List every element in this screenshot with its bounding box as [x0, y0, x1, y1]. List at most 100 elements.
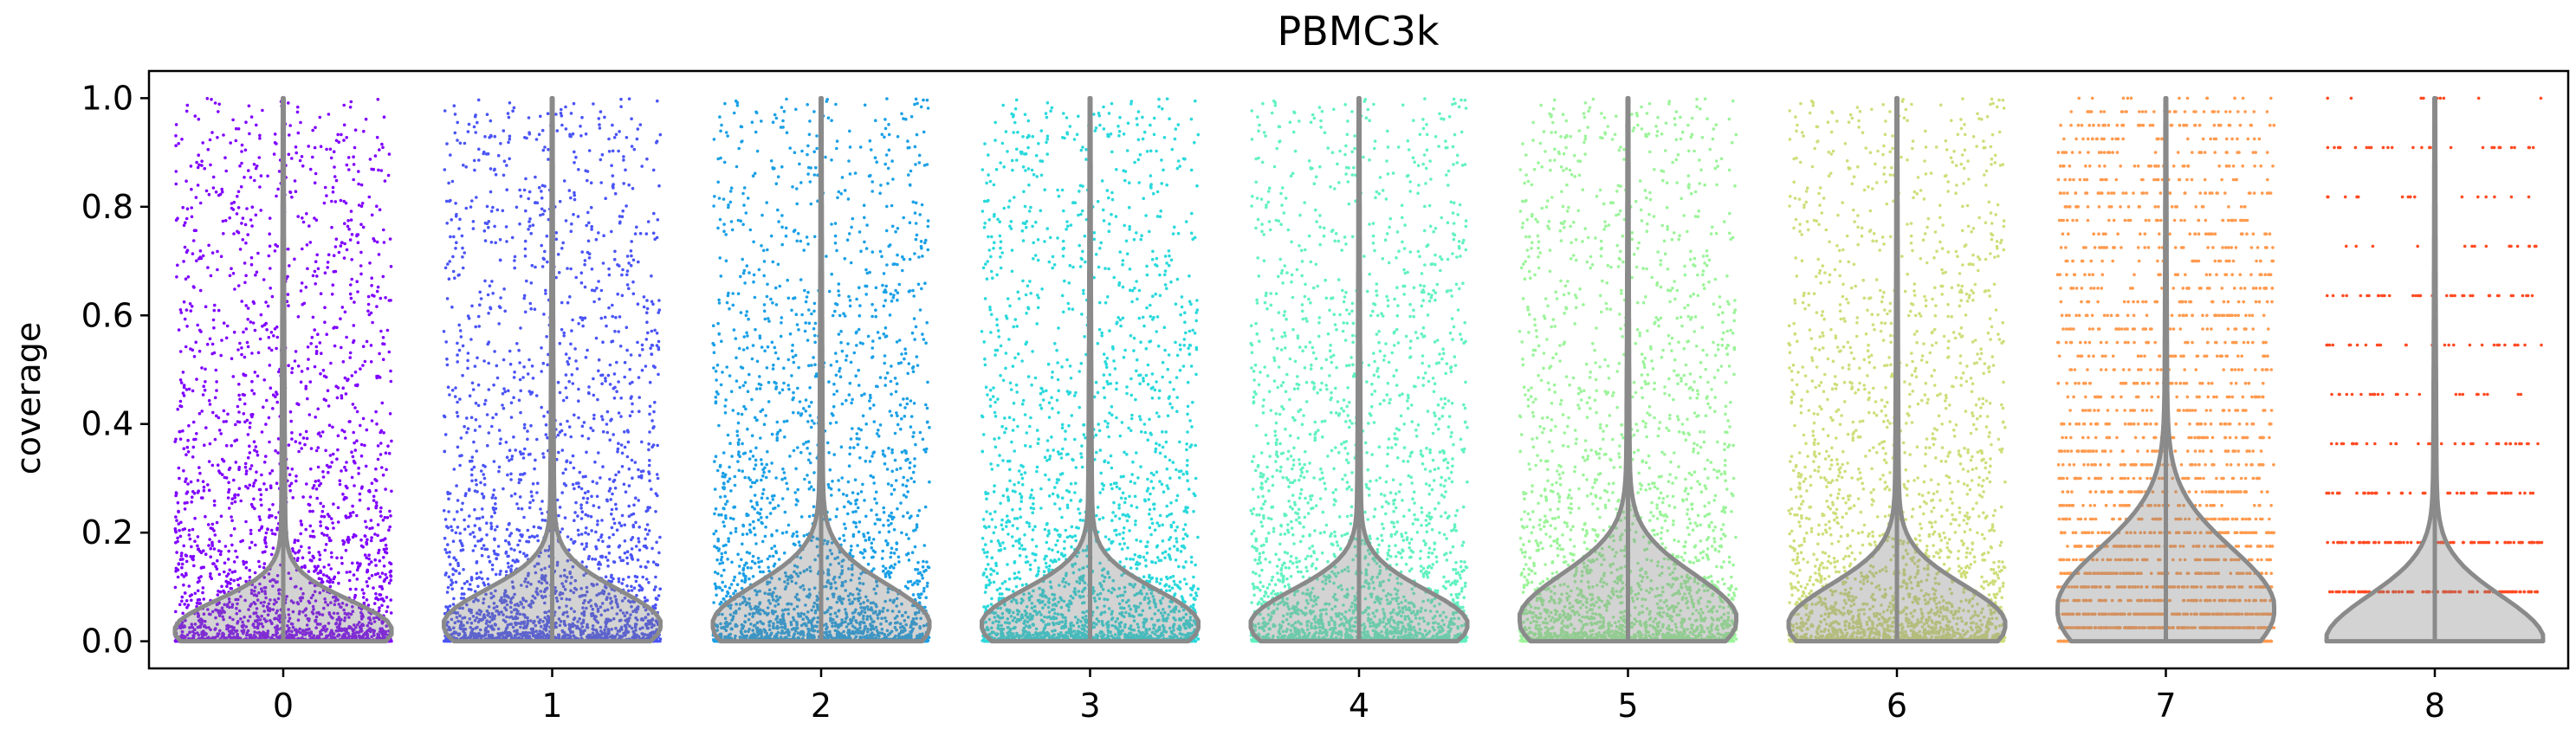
point	[644, 527, 648, 532]
point	[519, 410, 522, 415]
point	[475, 196, 478, 199]
point	[357, 182, 360, 186]
point	[183, 603, 186, 606]
point	[328, 584, 333, 589]
point	[349, 210, 353, 213]
point	[294, 350, 298, 353]
point	[181, 558, 184, 561]
point	[453, 131, 457, 135]
point	[475, 561, 479, 565]
point	[488, 560, 492, 564]
point	[635, 593, 638, 597]
point	[310, 335, 314, 339]
point	[190, 500, 193, 504]
point	[258, 337, 262, 341]
point	[308, 380, 313, 384]
point	[451, 567, 455, 571]
point	[454, 531, 458, 535]
point	[603, 315, 607, 319]
point	[191, 285, 196, 288]
point	[238, 164, 242, 168]
point	[554, 113, 558, 116]
point	[642, 305, 646, 309]
point	[654, 585, 657, 589]
point	[657, 594, 661, 597]
point	[308, 509, 312, 513]
point	[372, 602, 377, 605]
point	[631, 525, 636, 529]
point	[185, 445, 190, 449]
point	[625, 584, 629, 588]
point	[514, 448, 517, 452]
point	[605, 410, 610, 414]
point	[620, 582, 624, 585]
point	[587, 221, 591, 225]
point	[539, 114, 542, 119]
point	[508, 448, 512, 452]
point	[316, 465, 320, 469]
point	[451, 269, 456, 274]
point	[231, 375, 236, 378]
point	[508, 349, 512, 353]
point	[527, 116, 531, 119]
point	[558, 199, 562, 203]
point	[522, 423, 527, 427]
point	[229, 141, 233, 145]
point	[308, 495, 313, 499]
point	[387, 299, 392, 302]
point	[491, 205, 495, 210]
point	[294, 479, 298, 483]
point	[348, 351, 353, 355]
point	[527, 506, 532, 510]
point	[210, 131, 214, 134]
point	[232, 232, 236, 236]
point	[467, 525, 470, 528]
point	[572, 541, 575, 545]
point	[486, 443, 489, 448]
point	[580, 424, 585, 429]
point	[352, 163, 356, 166]
point	[618, 521, 621, 525]
point	[657, 311, 660, 314]
point	[540, 207, 544, 211]
point	[540, 512, 544, 515]
point	[305, 482, 308, 486]
point	[246, 306, 250, 310]
point	[480, 553, 484, 558]
point	[178, 399, 183, 403]
point	[592, 288, 597, 293]
point	[352, 324, 356, 327]
point	[592, 504, 596, 507]
point	[290, 468, 294, 471]
point	[227, 572, 230, 576]
point	[315, 496, 320, 500]
point	[189, 480, 193, 484]
point	[507, 389, 510, 393]
point	[375, 204, 379, 208]
point	[246, 619, 250, 623]
point	[590, 224, 593, 229]
point	[617, 545, 621, 549]
point	[583, 259, 587, 262]
point	[232, 478, 236, 482]
point	[541, 212, 545, 216]
point	[477, 325, 481, 328]
point	[243, 420, 247, 424]
point	[651, 443, 656, 447]
point	[220, 339, 223, 342]
point	[365, 339, 369, 344]
point	[295, 402, 299, 406]
point	[540, 265, 545, 268]
point	[300, 545, 303, 549]
point	[523, 239, 527, 243]
point	[252, 440, 256, 443]
point	[596, 519, 599, 523]
point	[508, 362, 513, 366]
point	[244, 327, 249, 331]
point	[194, 196, 198, 199]
point	[374, 500, 379, 505]
point	[560, 429, 564, 433]
point	[619, 97, 623, 101]
point	[359, 250, 363, 255]
point	[486, 342, 489, 346]
